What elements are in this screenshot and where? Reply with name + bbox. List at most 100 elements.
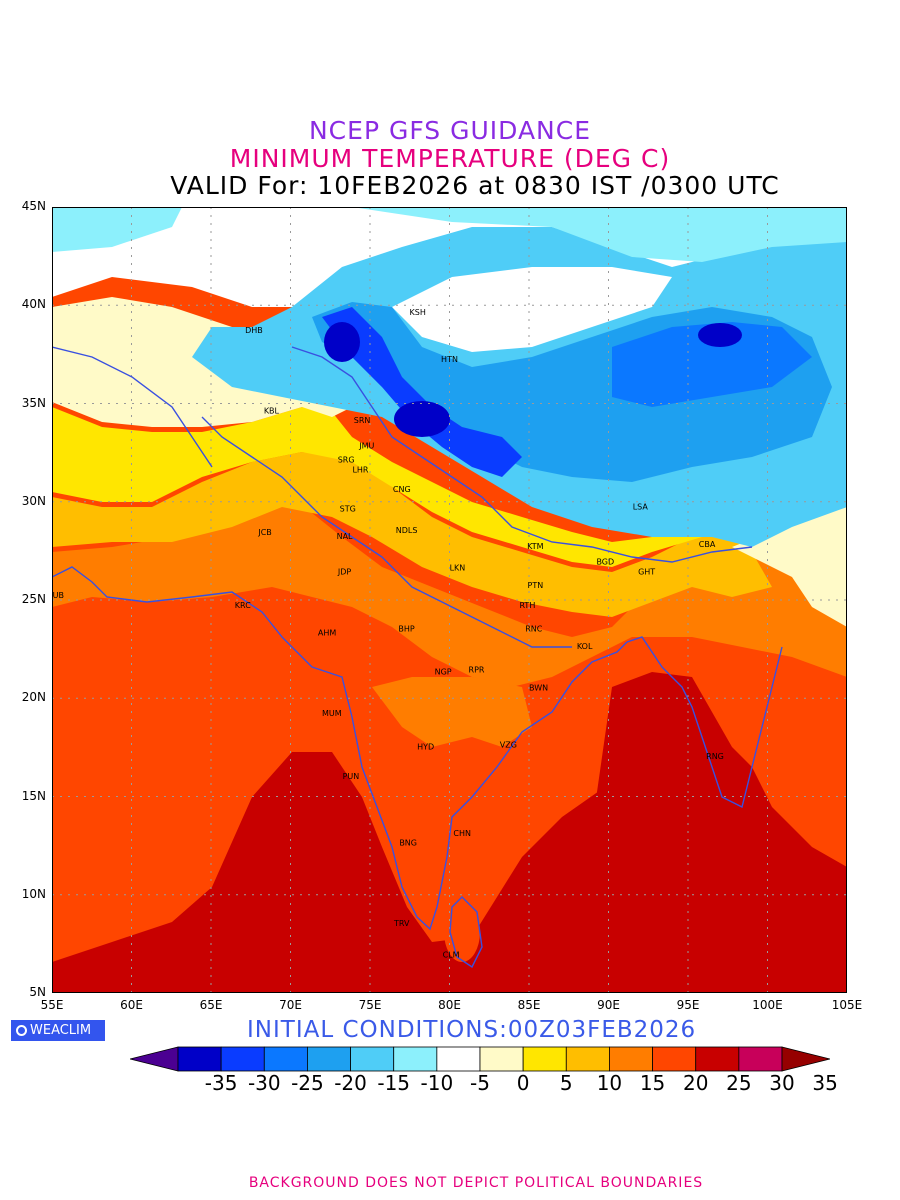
colorbar-cell	[263, 1046, 308, 1072]
city-label-srg: SRG	[338, 455, 355, 464]
city-label-ngp: NGP	[435, 668, 452, 677]
city-label-cng: CNG	[393, 485, 411, 494]
field-tarim-white	[392, 267, 672, 352]
colorbar-cell	[565, 1046, 610, 1072]
field-orange	[52, 497, 847, 687]
field-cyan-nw	[52, 207, 182, 252]
city-label-ght: GHT	[638, 567, 655, 576]
colorbar-tick-label: 25	[726, 1071, 752, 1095]
city-label-lsa: LSA	[633, 503, 649, 512]
lon-label: 60E	[120, 998, 143, 1012]
city-label-jmu: JMU	[358, 442, 374, 451]
city-label-bgd: BGD	[596, 558, 614, 567]
city-label-vzg: VZG	[500, 740, 517, 749]
colorbar-cell	[307, 1046, 351, 1072]
city-label-ahm: AHM	[318, 628, 336, 637]
lat-label: 15N	[21, 788, 46, 803]
lon-label: 95E	[676, 998, 700, 1012]
city-label-jcb: JCB	[257, 528, 271, 537]
city-label-kol: KOL	[577, 642, 593, 651]
colorbar-tick-label: -30	[247, 1071, 281, 1095]
colorbar-cell	[177, 1046, 222, 1072]
field-cyan-top	[352, 207, 847, 262]
lat-label: 20N	[21, 690, 46, 705]
coastlines	[52, 346, 783, 969]
city-label-hyd: HYD	[417, 742, 434, 751]
city-label-mum: MUM	[322, 709, 342, 718]
lon-label: 90E	[597, 998, 620, 1012]
city-label-ptn: PTN	[528, 581, 544, 590]
field-deep-red-east	[592, 672, 847, 993]
colorbar-tick-label: -5	[470, 1071, 490, 1095]
title-line-3: VALID For: 10FEB2026 at 0830 IST /0300 U…	[170, 171, 780, 200]
colorbar-tick-label: -15	[377, 1071, 411, 1095]
lat-label: 10N	[21, 886, 46, 901]
field-core-karakoram	[394, 401, 450, 437]
map-frame	[52, 207, 847, 993]
initial-conditions: INITIAL CONDITIONS:00Z03FEB2026	[247, 1017, 697, 1043]
lat-label: 5N	[29, 985, 46, 999]
lon-label: 65E	[199, 998, 223, 1012]
city-label-ndls: NDLS	[396, 526, 418, 535]
city-label-dub: DUB	[52, 591, 64, 600]
field-core-east	[698, 323, 742, 347]
colorbar-cell	[350, 1046, 395, 1072]
colorbar-arrow-high	[781, 1046, 830, 1072]
field-yellow	[52, 407, 752, 567]
field-amber	[52, 452, 772, 617]
colorbar-tick-label: 5	[559, 1071, 573, 1095]
colorbar-cell	[220, 1046, 265, 1072]
city-label-bng: BNG	[399, 839, 417, 848]
city-label-ktm: KTM	[527, 542, 544, 551]
lon-label: 55E	[40, 998, 64, 1012]
lon-label: 70E	[279, 998, 302, 1012]
city-label-rpr: RPR	[469, 666, 485, 675]
lon-label: 85E	[517, 998, 541, 1012]
colorbar-arrow-low	[130, 1046, 179, 1072]
title-line-1: NCEP GFS GUIDANCE	[308, 116, 591, 145]
colorbar-cell	[738, 1046, 783, 1072]
field-orange-central	[372, 677, 532, 747]
lon-label: 105E	[831, 998, 863, 1012]
colorbar-cell	[609, 1046, 653, 1072]
city-label-nal: NAL	[337, 532, 353, 541]
city-label-lkn: LKN	[450, 564, 466, 573]
lon-label: 75E	[358, 998, 382, 1012]
field-deep-blue-east	[612, 322, 812, 407]
city-label-srn: SRN	[354, 416, 371, 425]
colorbar-tick-label: 20	[682, 1071, 709, 1095]
city-label-trv: TRV	[393, 919, 410, 928]
lat-label: 30N	[21, 493, 46, 508]
city-label-lhr: LHR	[352, 465, 368, 474]
colorbar-tick-label: 35	[812, 1071, 838, 1095]
colorbar	[130, 1046, 830, 1072]
colorbar-tick-label: -35	[204, 1071, 238, 1095]
city-label-cba: CBA	[699, 540, 716, 549]
city-label-pun: PUN	[343, 772, 360, 781]
field-deep-blue	[322, 307, 522, 477]
city-label-rng: RNG	[706, 752, 724, 761]
colorbar-tick-label: 10	[596, 1071, 623, 1095]
city-label-dhb: DHB	[245, 326, 263, 335]
city-label-htn: HTN	[441, 355, 458, 364]
lat-label: 25N	[21, 592, 46, 606]
lon-label: 80E	[438, 998, 461, 1012]
city-label-bhp: BHP	[398, 624, 415, 633]
colorbar-tick-label: 30	[769, 1071, 795, 1095]
city-label-clm: CLM	[443, 951, 460, 960]
colorbar-cell	[393, 1046, 438, 1072]
lat-label: 45N	[21, 199, 46, 213]
weaclim-logo-icon	[16, 1025, 27, 1036]
city-label-ksh: KSH	[410, 308, 426, 317]
city-label-bwn: BWN	[529, 683, 548, 692]
city-label-rth: RTH	[519, 601, 535, 610]
lon-label: 100E	[752, 998, 783, 1012]
city-label-rnc: RNC	[525, 624, 543, 633]
city-label-kbl: KBL	[264, 406, 280, 415]
lat-label: 40N	[21, 297, 46, 312]
colorbar-tick-label: -20	[334, 1071, 367, 1095]
colorbar-cell	[652, 1046, 697, 1072]
colorbar-cell	[695, 1046, 740, 1072]
